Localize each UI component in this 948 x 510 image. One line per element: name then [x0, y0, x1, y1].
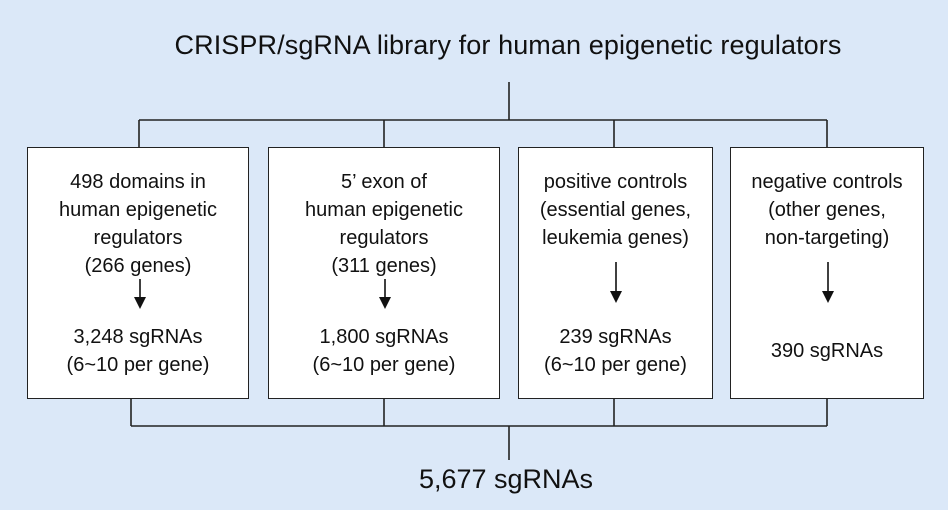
down-arrow-icon: [134, 279, 146, 309]
category-description: positive controls (essential genes, leuk…: [539, 171, 692, 249]
category-result: 239 sgRNAs (6~10 per gene): [544, 326, 687, 376]
category-result: 390 sgRNAs: [770, 340, 884, 362]
total-sgrnas: 5,677 sgRNAs: [418, 464, 594, 494]
diagram-title: CRISPR/sgRNA library for human epigeneti…: [174, 30, 842, 60]
down-arrow-icon: [610, 262, 622, 303]
down-arrow-icon: [822, 262, 834, 303]
down-arrow-icon: [379, 279, 391, 309]
category-result: 3,248 sgRNAs (6~10 per gene): [66, 326, 210, 376]
category-description: 5’ exon of human epigenetic regulators (…: [305, 171, 463, 277]
category-box-positive-controls: positive controls (essential genes, leuk…: [518, 147, 713, 399]
category-description: negative controls (other genes, non-targ…: [751, 171, 903, 249]
category-box-domains: 498 domains in human epigenetic regulato…: [27, 147, 249, 399]
category-box-negative-controls: negative controls (other genes, non-targ…: [730, 147, 924, 399]
category-description: 498 domains in human epigenetic regulato…: [59, 171, 217, 277]
category-box-exon: 5’ exon of human epigenetic regulators (…: [268, 147, 500, 399]
category-result: 1,800 sgRNAs (6~10 per gene): [312, 326, 456, 376]
